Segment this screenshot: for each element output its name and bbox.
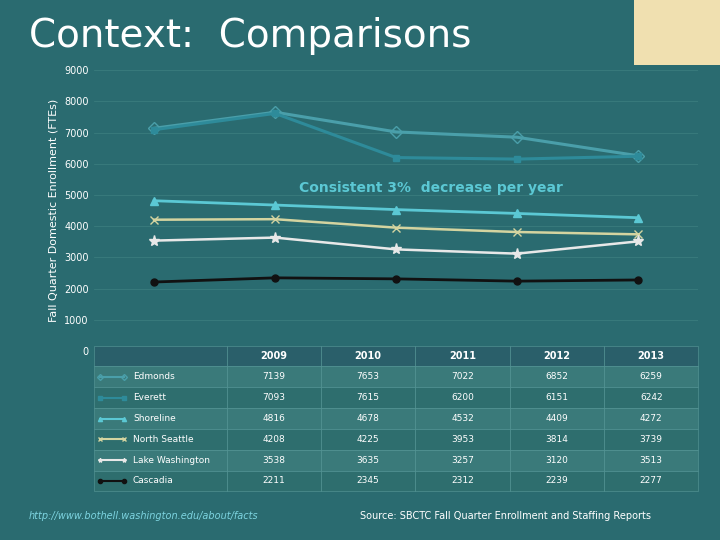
Text: 7615: 7615 (356, 393, 379, 402)
Bar (604, 408, 698, 429)
Bar (94, 470, 227, 491)
Bar (227, 429, 321, 450)
Bar (415, 367, 510, 387)
Bar (321, 450, 415, 470)
Bar (94, 387, 227, 408)
Text: 3513: 3513 (640, 456, 662, 464)
Bar (604, 346, 698, 367)
Bar (321, 429, 415, 450)
Text: 2011: 2011 (449, 351, 476, 361)
Text: 2345: 2345 (357, 476, 379, 485)
Bar (510, 346, 604, 367)
Bar (321, 470, 415, 491)
Text: 3814: 3814 (546, 435, 568, 444)
Text: 4532: 4532 (451, 414, 474, 423)
Text: 4225: 4225 (357, 435, 379, 444)
Y-axis label: Fall Quarter Domestic Enrollment (FTEs): Fall Quarter Domestic Enrollment (FTEs) (48, 99, 58, 322)
Text: Lake Washington: Lake Washington (133, 456, 210, 464)
Text: 2239: 2239 (546, 476, 568, 485)
Text: Context:  Comparisons: Context: Comparisons (29, 17, 471, 55)
Text: 6151: 6151 (545, 393, 568, 402)
Text: 3739: 3739 (640, 435, 662, 444)
Bar (94, 429, 227, 450)
Bar (604, 429, 698, 450)
Bar (415, 408, 510, 429)
Text: 4409: 4409 (546, 414, 568, 423)
Bar (604, 470, 698, 491)
Text: 3953: 3953 (451, 435, 474, 444)
Text: 2013: 2013 (638, 351, 665, 361)
Bar (321, 346, 415, 367)
Text: 2010: 2010 (355, 351, 382, 361)
Text: Cascadia: Cascadia (133, 476, 174, 485)
Bar (415, 429, 510, 450)
Text: 7093: 7093 (262, 393, 285, 402)
Bar (510, 429, 604, 450)
Text: 6259: 6259 (640, 373, 662, 381)
Bar (510, 367, 604, 387)
Bar (94, 367, 227, 387)
Bar (321, 387, 415, 408)
Bar (94, 408, 227, 429)
Text: 3120: 3120 (546, 456, 568, 464)
Bar (415, 346, 510, 367)
Bar (634, 0, 720, 65)
Bar (415, 470, 510, 491)
Text: Consistent 3%  decrease per year: Consistent 3% decrease per year (300, 181, 563, 195)
Bar (604, 367, 698, 387)
Bar (415, 450, 510, 470)
Bar (510, 408, 604, 429)
Bar (227, 450, 321, 470)
Text: Source: SBCTC Fall Quarter Enrollment and Staffing Reports: Source: SBCTC Fall Quarter Enrollment an… (360, 511, 651, 521)
Text: North Seattle: North Seattle (133, 435, 194, 444)
Bar (227, 387, 321, 408)
Text: http://www.bothell.washington.edu/about/facts: http://www.bothell.washington.edu/about/… (29, 511, 258, 521)
Text: 6852: 6852 (546, 373, 568, 381)
Bar (415, 387, 510, 408)
Bar (604, 450, 698, 470)
Bar (94, 450, 227, 470)
Text: 2277: 2277 (640, 476, 662, 485)
Bar (321, 408, 415, 429)
Text: 2211: 2211 (263, 476, 285, 485)
Text: 7139: 7139 (262, 373, 285, 381)
Text: 4816: 4816 (262, 414, 285, 423)
Text: Edmonds: Edmonds (133, 373, 175, 381)
Bar (321, 367, 415, 387)
Bar (510, 387, 604, 408)
Text: 4208: 4208 (263, 435, 285, 444)
Bar (227, 367, 321, 387)
Text: Shoreline: Shoreline (133, 414, 176, 423)
Bar (510, 470, 604, 491)
Text: 4272: 4272 (640, 414, 662, 423)
Bar (94, 346, 227, 367)
Text: 3635: 3635 (356, 456, 379, 464)
Bar (227, 346, 321, 367)
Text: 2012: 2012 (544, 351, 570, 361)
Text: 6200: 6200 (451, 393, 474, 402)
Bar (227, 470, 321, 491)
Text: Everett: Everett (133, 393, 166, 402)
Text: 2312: 2312 (451, 476, 474, 485)
Text: 6242: 6242 (640, 393, 662, 402)
Text: 2009: 2009 (261, 351, 287, 361)
Text: 7022: 7022 (451, 373, 474, 381)
Bar (510, 450, 604, 470)
Bar (227, 408, 321, 429)
Text: 7653: 7653 (356, 373, 379, 381)
Text: 3257: 3257 (451, 456, 474, 464)
Text: 4678: 4678 (356, 414, 379, 423)
Text: 3538: 3538 (262, 456, 285, 464)
Bar (604, 387, 698, 408)
